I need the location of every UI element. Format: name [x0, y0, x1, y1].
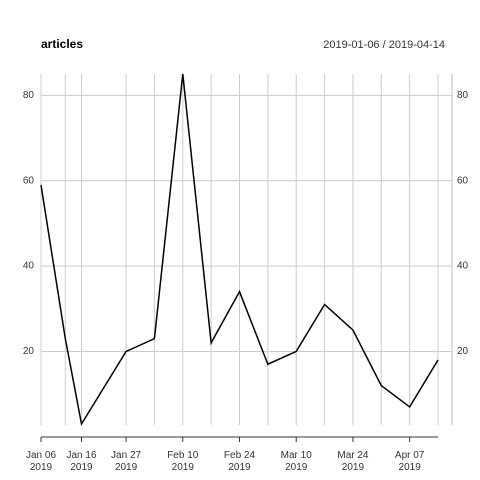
x-tick-label: Jan 27 2019 — [111, 450, 142, 473]
x-tick-label: Jan 16 2019 — [66, 450, 97, 473]
y-tick-label-right: 60 — [457, 175, 469, 186]
x-tick-label: Mar 10 2019 — [280, 450, 312, 473]
y-tick-label-right: 20 — [457, 346, 469, 357]
x-tick-label: Feb 24 2019 — [223, 450, 256, 473]
y-tick-label: 80 — [23, 90, 35, 101]
y-tick-label: 40 — [23, 261, 35, 272]
y-tick-label: 20 — [23, 346, 35, 357]
y-tick-label: 60 — [23, 175, 35, 186]
x-tick-label: Feb 10 2019 — [167, 450, 199, 473]
y-tick-label-right: 80 — [457, 90, 469, 101]
x-tick-label: Jan 06 2019 — [25, 450, 57, 473]
chart-title: articles — [41, 37, 83, 51]
x-tick-label: Mar 24 2019 — [337, 450, 369, 473]
line — [40, 73, 439, 427]
x-tick-label: Apr 07 2019 — [394, 450, 425, 473]
y-tick-label-right: 40 — [457, 261, 469, 272]
chart-subtitle: 2019-01-06 / 2019-04-14 — [323, 39, 445, 51]
